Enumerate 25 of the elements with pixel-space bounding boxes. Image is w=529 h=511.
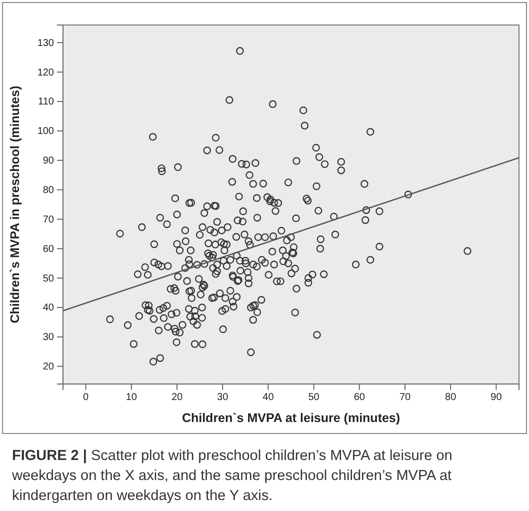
- y-tick-label: 90: [42, 156, 54, 167]
- y-tick-label: 40: [42, 302, 54, 314]
- x-tick-label: 30: [217, 392, 229, 404]
- x-tick-label: 80: [445, 392, 457, 404]
- x-tick-label: 50: [308, 392, 320, 404]
- x-tick-label: 90: [490, 392, 502, 404]
- y-tick-label: 50: [42, 273, 54, 284]
- y-tick-label: 130: [37, 38, 54, 49]
- x-tick-label: 0: [83, 392, 90, 404]
- x-tick-label: 20: [171, 392, 183, 404]
- y-axis-title: Children`s MVPA in preschool (minutes): [8, 86, 22, 324]
- x-tick-label: 70: [399, 392, 411, 404]
- y-tick-label: 70: [42, 214, 54, 226]
- y-tick-label: 60: [42, 244, 54, 255]
- x-tick-label: 40: [262, 392, 274, 404]
- caption: FIGURE 2 | Scatter plot with preschool children’s MVPA at leisure on weekdays on the X axis, and the same preschool children’s MVPA at kindergarten on weekdays on the Y axis.: [12, 448, 452, 504]
- y-tick-label: 20: [42, 362, 54, 373]
- y-tick-label: 110: [38, 96, 54, 108]
- x-tick-label: 10: [126, 392, 138, 404]
- y-tick-label: 30: [42, 332, 54, 344]
- y-tick-label: 80: [42, 184, 54, 196]
- y-tick-label: 100: [37, 126, 54, 138]
- y-tick-label: 120: [37, 67, 54, 78]
- x-axis-title: Children`s MVPA at leisure (minutes): [182, 411, 400, 425]
- x-tick-label: 60: [354, 392, 366, 404]
